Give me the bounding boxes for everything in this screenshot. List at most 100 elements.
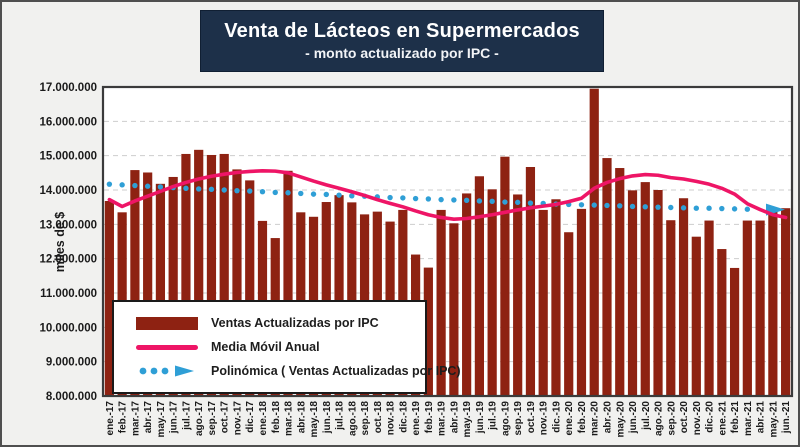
polinomica-dot [298,190,304,197]
x-tick-label: ene.-19 [411,401,422,436]
bar-abr.-19 [449,223,459,395]
polinomica-dot [349,193,355,199]
y-tick-label: 10.000.000 [39,322,97,334]
x-tick-label: dic.-20 [705,401,716,433]
polinomica-dot [655,204,661,210]
x-tick-label: abr.-17 [143,401,154,434]
polinomica-dot [310,191,317,197]
polinomica-dot [425,196,432,202]
bar-feb.-19 [423,267,433,395]
chart-subtitle: - monto actualizado por IPC - [305,45,499,62]
polinomica-dot [221,187,227,193]
bar-dic.-17 [245,180,255,395]
bar-jul.-20 [640,182,650,395]
bar-feb.-21 [729,267,740,395]
x-tick-label: sep.-19 [513,401,524,436]
x-tick-label: ago.-19 [500,401,511,436]
bar-ago.-17 [194,149,204,395]
y-tick-label: 8.000.000 [46,391,97,403]
x-tick-label: nov.-17 [232,401,243,436]
y-tick-label: 17.000.000 [39,82,97,94]
legend-item-ventas: Ventas Actualizadas por IPC [136,316,425,330]
polinomica-dot [336,192,342,198]
x-tick-label: jul.-20 [641,401,652,431]
bar-mar.-18 [283,170,293,395]
bar-may.-20 [615,168,625,395]
polinomica-dot [680,205,687,211]
bar-may.-21 [768,208,778,395]
polinomica-dot [183,185,189,191]
bar-nov.-20 [691,236,701,395]
x-tick-label: ago.-20 [654,401,665,436]
polinomica-dot [463,197,470,203]
y-tick-label: 12.000.000 [39,254,97,266]
polinomica-dot [527,200,534,206]
chart-title-box: Venta de Lácteos en Supermercados - mont… [200,10,604,72]
plot-border [101,85,794,398]
x-tick-label: ago.-17 [194,401,205,436]
polinomica-dot [119,182,125,188]
x-tick-label: feb.-19 [424,401,435,434]
y-axis-title: miles de $ [53,212,67,272]
x-tick-label: oct.-18 [373,401,384,434]
polinomica-dot [247,188,253,194]
bar-mar.-17 [130,170,140,395]
legend: Ventas Actualizadas por IPC Media Móvil … [112,300,461,394]
bar-jul.-17 [181,153,191,395]
x-tick-label: ene.-17 [105,401,116,436]
polinomica-dot [578,202,585,208]
legend-item-media-movil: Media Móvil Anual [136,340,425,354]
polinomica-dot [195,186,202,192]
bar-ago.-20 [653,190,663,395]
x-tick-label: nov.-18 [386,401,397,436]
y-tick-label: 15.000.000 [39,151,97,163]
media-movil-line [107,168,788,221]
polinomica-dot [476,198,483,204]
polinomica-dot [157,184,164,190]
polinomica-dot [706,205,712,211]
bar-nov.-17 [232,169,242,395]
bar-jun.-19 [474,176,484,395]
bar-may.-17 [155,183,166,395]
polinomica-dot [731,206,738,212]
y-tick-label: 9.000.000 [46,357,97,369]
x-tick-label: sep.-17 [207,401,218,436]
polinomica-dot [668,204,674,211]
polinomica-dot [693,205,700,211]
bar-jun.-21 [781,208,791,395]
legend-label: Media Móvil Anual [211,340,320,354]
y-tick-label: 11.000.000 [40,288,97,300]
bar-dic.-19 [551,199,561,395]
x-tick-label: abr.-18 [296,401,307,434]
bar-oct.-19 [525,166,536,395]
polinomica-dot [272,189,278,196]
x-tick-label: may.-21 [768,401,779,438]
polinomica-dot [438,196,444,203]
bar-ene.-21 [717,249,727,395]
bar-swatch-icon [136,316,198,330]
bar-nov.-19 [538,209,548,395]
x-tick-label: ago.-18 [347,401,358,436]
x-tick-label: feb.-18 [271,401,282,434]
polinomica-dot [502,199,508,205]
x-tick-label: feb.-21 [730,401,741,434]
bar-oct.-17 [219,153,229,395]
x-tick-label: ene.-18 [258,401,269,436]
polinomica-dot [514,199,521,206]
polinomica-dot [259,189,266,195]
x-tick-label: jun.-20 [628,401,639,435]
x-tick-label: dic.-17 [245,401,256,433]
y-tick-label: 14.000.000 [39,185,97,197]
bar-mar.-21 [742,220,752,395]
x-tick-label: jul.-18 [335,401,346,431]
polinomica-dot [400,195,406,201]
polinomica-dot [387,194,393,201]
x-tick-label: feb.-17 [118,401,129,434]
dotted-arrow-swatch-icon [139,365,194,377]
x-tick-label: jun.-18 [322,401,333,435]
x-tick-label: jun.-19 [475,401,486,435]
polinomica-dot [323,191,329,198]
bar-abr.-20 [602,158,612,395]
polinomica-dot [208,186,215,193]
